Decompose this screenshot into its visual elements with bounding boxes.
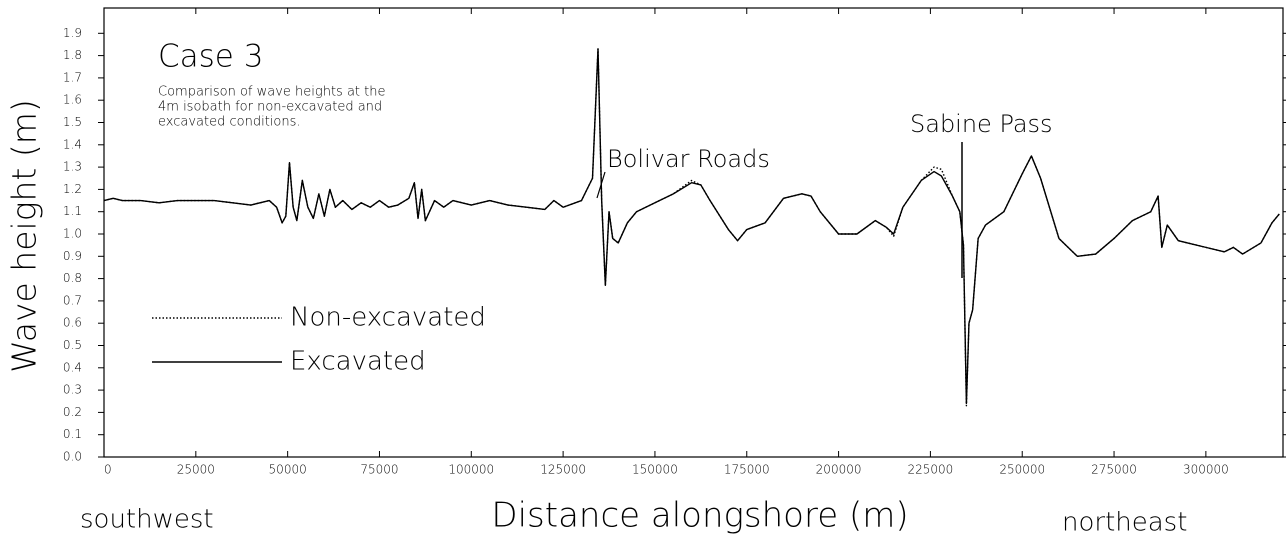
subtitle-line: Comparison of wave heights at the (158, 85, 385, 100)
y-tick-label: 0.2 (63, 405, 82, 419)
y-tick-label: 1.7 (63, 70, 82, 84)
y-tick-label: 0.5 (63, 338, 82, 352)
y-tick-label: 1.0 (63, 227, 82, 241)
y-tick-label: 1.4 (63, 137, 82, 151)
y-tick-label: 1.1 (63, 204, 82, 218)
y-tick-label: 0.4 (63, 360, 82, 374)
y-tick-label: 0.7 (63, 293, 82, 307)
y-tick-label: 1.6 (63, 93, 82, 107)
y-tick-label: 0.6 (63, 316, 82, 330)
y-tick-label: 1.5 (63, 115, 82, 129)
x-tick-label: 150000 (632, 463, 678, 477)
y-tick-label: 1.9 (63, 26, 82, 40)
x-tick-label: 50000 (269, 463, 307, 477)
x-tick-label: 25000 (177, 463, 215, 477)
x-tick-label: 300000 (1183, 463, 1229, 477)
y-tick-label: 1.8 (63, 48, 82, 62)
x-axis-label: Distance alongshore (m) (491, 496, 908, 536)
y-axis-label: Wave height (m) (5, 99, 44, 373)
y-tick-label: 0.1 (63, 427, 82, 441)
x-tick-label: 275000 (1091, 463, 1137, 477)
y-tick-label: 1.3 (63, 160, 82, 174)
x-tick-label: 0 (104, 463, 112, 477)
x-tick-label: 200000 (816, 463, 862, 477)
annotation: southwest (80, 505, 214, 535)
annotation: northeast (1062, 508, 1187, 538)
y-tick-label: 0.9 (63, 249, 82, 263)
annotation: Sabine Pass (910, 110, 1053, 138)
x-tick-label: 225000 (907, 463, 953, 477)
x-tick-label: 175000 (724, 463, 770, 477)
subtitle-line: excavated conditions. (158, 115, 301, 130)
y-tick-label: 1.2 (63, 182, 82, 196)
legend-label: Non-excavated (290, 303, 486, 333)
y-tick-label: 0.3 (63, 383, 82, 397)
subtitle-line: 4m isobath for non-excavated and (158, 100, 382, 115)
annotation: Bolivar Roads (607, 145, 770, 173)
x-tick-label: 100000 (448, 463, 494, 477)
series-line (103, 48, 1280, 405)
x-tick-label: 250000 (999, 463, 1045, 477)
chart-title: Case 3 (158, 39, 263, 75)
y-tick-label: 0.0 (63, 450, 82, 464)
plot-frame (103, 7, 1284, 458)
x-tick-label: 125000 (540, 463, 586, 477)
legend-label: Excavated (290, 347, 426, 377)
y-tick-label: 0.8 (63, 271, 82, 285)
x-tick-label: 75000 (360, 463, 398, 477)
